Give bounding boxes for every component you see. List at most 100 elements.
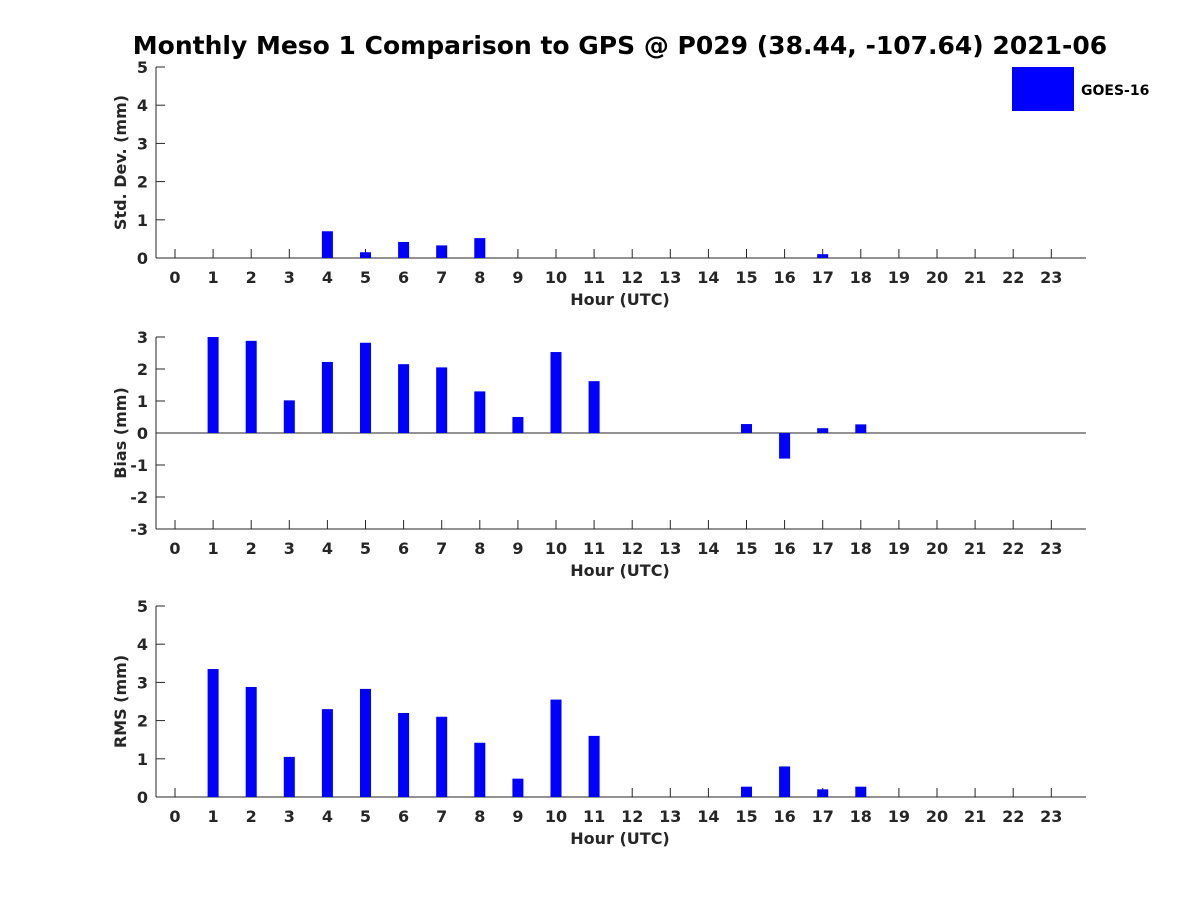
x-tick-label: 8 (474, 539, 485, 558)
bar-hour-2 (245, 686, 257, 797)
bar-hour-2 (245, 340, 257, 433)
bar-hour-3 (283, 400, 295, 433)
y-tick-label: -3 (130, 520, 148, 539)
legend-label: GOES-16 (1081, 83, 1149, 99)
x-tick-label: 15 (735, 539, 757, 558)
x-tick-label: 0 (169, 268, 180, 287)
x-tick-label: 18 (850, 268, 872, 287)
x-tick-label: 11 (583, 268, 605, 287)
x-tick-label: 18 (850, 539, 872, 558)
y-tick-label: 5 (137, 597, 148, 616)
y-tick-label: 2 (137, 712, 148, 731)
chart-title: Monthly Meso 1 Comparison to GPS @ P029 … (133, 31, 1107, 60)
x-tick-label: 0 (169, 539, 180, 558)
x-tick-label: 21 (964, 539, 986, 558)
bar-hour-1 (207, 337, 219, 433)
x-tick-label: 15 (735, 807, 757, 826)
y-tick-label: -2 (130, 488, 148, 507)
x-tick-label: 20 (926, 268, 948, 287)
x-tick-label: 22 (1002, 807, 1024, 826)
x-tick-label: 3 (284, 268, 295, 287)
bar-hour-18 (855, 424, 867, 433)
y-tick-label: 0 (137, 249, 148, 268)
bar-hour-7 (436, 367, 448, 433)
bar-hour-5 (360, 342, 371, 433)
x-tick-label: 8 (474, 807, 485, 826)
bar-hour-10 (550, 699, 562, 797)
bar-hour-7 (436, 716, 448, 797)
x-tick-label: 6 (398, 807, 409, 826)
y-tick-label: 4 (137, 635, 148, 654)
bar-hour-5 (360, 688, 371, 797)
x-tick-label: 17 (812, 539, 834, 558)
x-tick-label: 19 (888, 268, 910, 287)
y-tick-label: 5 (137, 58, 148, 77)
x-tick-label: 21 (964, 807, 986, 826)
bar-hour-15 (741, 424, 752, 433)
y-tick-label: 4 (137, 96, 148, 115)
x-tick-label: 14 (697, 268, 719, 287)
x-tick-label: 9 (512, 268, 523, 287)
bar-hour-9 (512, 778, 524, 797)
bar-hour-6 (398, 241, 410, 258)
y-tick-label: 1 (137, 211, 148, 230)
x-tick-label: 23 (1040, 807, 1062, 826)
x-tick-label: 23 (1040, 268, 1062, 287)
x-tick-label: 16 (773, 807, 795, 826)
y-tick-label: 0 (137, 788, 148, 807)
bar-hour-6 (398, 364, 410, 433)
x-tick-label: 21 (964, 268, 986, 287)
x-tick-label: 18 (850, 807, 872, 826)
x-tick-label: 7 (436, 268, 447, 287)
bar-hour-16 (779, 766, 791, 797)
x-tick-label: 23 (1040, 539, 1062, 558)
x-axis-label: Hour (UTC) (570, 829, 670, 848)
x-tick-label: 3 (284, 539, 295, 558)
x-tick-label: 12 (621, 807, 643, 826)
y-axis-label: Bias (mm) (111, 387, 130, 479)
bar-hour-8 (474, 742, 486, 797)
x-tick-label: 8 (474, 268, 485, 287)
x-tick-label: 9 (512, 807, 523, 826)
bar-hour-3 (283, 756, 295, 797)
bar-hour-17 (817, 428, 829, 433)
x-tick-label: 10 (545, 268, 567, 287)
x-tick-label: 4 (322, 807, 333, 826)
x-tick-label: 13 (659, 268, 681, 287)
x-tick-label: 15 (735, 268, 757, 287)
x-tick-label: 5 (360, 539, 371, 558)
y-tick-label: 1 (137, 392, 148, 411)
x-tick-label: 10 (545, 539, 567, 558)
x-tick-label: 14 (697, 807, 719, 826)
x-tick-label: 17 (812, 268, 834, 287)
bar-hour-10 (550, 352, 562, 433)
bar-hour-17 (817, 789, 829, 797)
bar-hour-15 (741, 786, 752, 797)
y-tick-label: 2 (137, 173, 148, 192)
x-tick-label: 7 (436, 807, 447, 826)
y-tick-label: 1 (137, 750, 148, 769)
y-axis-label: Std. Dev. (mm) (111, 95, 130, 230)
x-tick-label: 13 (659, 807, 681, 826)
y-axis-label: RMS (mm) (111, 655, 130, 748)
x-tick-label: 2 (246, 268, 257, 287)
bar-hour-4 (321, 231, 333, 258)
x-tick-label: 4 (322, 268, 333, 287)
x-tick-label: 4 (322, 539, 333, 558)
x-axis-label: Hour (UTC) (570, 561, 670, 580)
y-tick-label: 0 (137, 424, 148, 443)
x-axis-label: Hour (UTC) (570, 290, 670, 309)
bar-hour-8 (474, 391, 486, 433)
legend-swatch (1012, 67, 1074, 111)
x-tick-label: 19 (888, 807, 910, 826)
x-tick-label: 19 (888, 539, 910, 558)
bar-hour-17 (817, 254, 829, 258)
x-tick-label: 16 (773, 539, 795, 558)
y-tick-label: 2 (137, 360, 148, 379)
x-tick-label: 22 (1002, 539, 1024, 558)
x-tick-label: 5 (360, 807, 371, 826)
bar-hour-4 (321, 709, 333, 797)
